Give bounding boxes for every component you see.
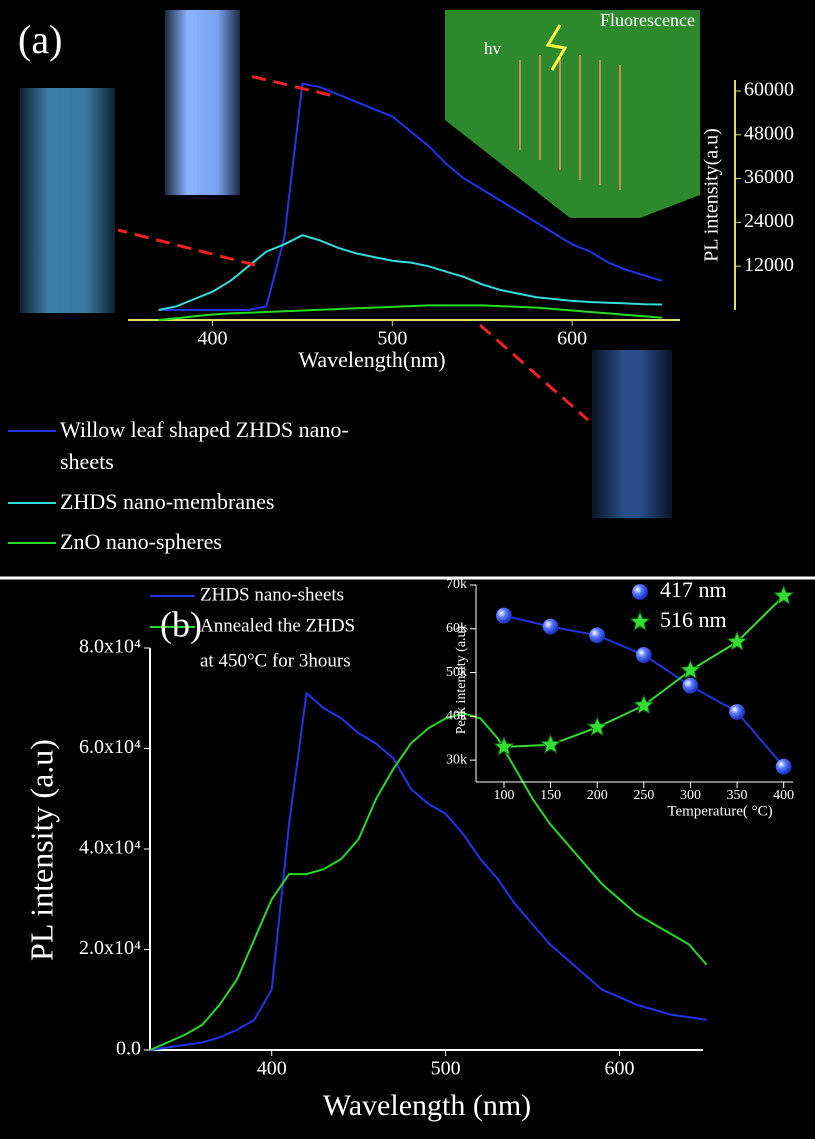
legend-label: 516 nm	[660, 607, 727, 632]
y-tick-label: 0.0	[116, 1038, 141, 1060]
x-tick-label: 350	[727, 788, 748, 803]
x-tick-label: 500	[377, 328, 407, 350]
legend-item: Willow leaf shaped ZHDS nano-sheets	[8, 414, 370, 478]
y-tick-label: 60k	[446, 621, 467, 636]
marker	[633, 694, 655, 715]
x-axis-label: Temperature( °C)	[667, 803, 772, 819]
marker	[679, 659, 702, 680]
x-tick-label: 100	[493, 788, 514, 803]
x-tick-label: 600	[605, 1058, 635, 1080]
marker	[539, 733, 562, 754]
marker	[493, 735, 515, 757]
y-tick-label: 12000	[744, 254, 794, 276]
x-axis-label: Wavelength(nm)	[298, 347, 445, 372]
y-tick-label: 2.0x10⁴	[79, 937, 141, 959]
legend-swatch	[8, 502, 56, 504]
x-tick-label: 400	[257, 1058, 287, 1080]
y-tick-label: 48000	[744, 122, 794, 144]
x-tick-label: 250	[633, 788, 654, 803]
legend-item: ZHDS nano-membranes	[8, 486, 388, 518]
arrows	[117, 74, 589, 422]
marker	[635, 647, 652, 664]
marker	[772, 584, 795, 606]
x-tick-label: 200	[587, 788, 608, 803]
marker	[682, 677, 699, 694]
plots: 400 500 600 12000 24000 36000 48000 60000 Wavele…	[23, 79, 795, 1122]
y-tick-label: 6.0x10⁴	[79, 736, 141, 758]
y-axis-label: Peak intensity (a.u)	[454, 625, 469, 734]
annotation: Fluorescence	[600, 10, 695, 30]
y-axis-label: PL intensity (a.u)	[23, 739, 59, 961]
y-tick-label: 36000	[744, 166, 794, 188]
legend-label: Annealed the ZHDS	[200, 615, 355, 636]
legend-swatch	[8, 430, 56, 432]
y-tick-label: 70k	[446, 577, 467, 592]
marker	[542, 618, 559, 635]
series-line	[158, 82, 663, 311]
annotation: at 450°C for 3hours	[200, 650, 351, 671]
legend-item: ZnO nano-spheres	[8, 526, 388, 558]
y-tick-label: 60000	[744, 79, 794, 101]
legend-label: Willow leaf shaped ZHDS nano-sheets	[60, 417, 349, 474]
x-tick-label: 150	[540, 788, 561, 803]
cuvette-photo	[20, 88, 115, 313]
marker	[495, 607, 512, 624]
x-tick-label: 500	[431, 1058, 461, 1080]
series-line	[158, 234, 663, 311]
marker	[729, 703, 746, 720]
x-tick-label: 600	[557, 328, 587, 350]
y-tick-label: 40k	[446, 709, 467, 724]
marker	[589, 627, 606, 644]
marker	[632, 584, 648, 600]
x-axis-label: Wavelength (nm)	[323, 1089, 531, 1122]
panel-label: (a)	[18, 17, 62, 62]
marker	[726, 630, 748, 652]
scheme-image	[445, 10, 700, 218]
series-line	[158, 304, 663, 321]
legend-label: 417 nm	[660, 577, 727, 602]
x-tick-label: 400	[773, 788, 794, 803]
series-line	[149, 712, 708, 1051]
annotation: hv	[484, 39, 502, 58]
panel-label: (b)	[160, 604, 202, 644]
y-tick-label: 24000	[744, 210, 794, 232]
scheme-bolt	[545, 24, 568, 71]
y-tick-label: 8.0x10⁴	[79, 636, 141, 658]
cuvette-photo	[592, 350, 672, 518]
y-tick-label: 4.0x10⁴	[79, 837, 141, 859]
y-axis-label: PL intensity(a.u)	[701, 128, 723, 262]
legend-label: ZHDS nano-sheets	[200, 584, 344, 605]
scheme-rods	[519, 55, 621, 190]
marker	[586, 716, 608, 737]
y-tick-label: 50k	[446, 665, 467, 680]
legend: Willow leaf shaped ZHDS nano-sheets ZHDS …	[8, 414, 388, 566]
cuvette-photo	[165, 10, 240, 195]
legend-label: ZnO nano-spheres	[60, 529, 222, 554]
legend-label: ZHDS nano-membranes	[60, 489, 275, 514]
marker	[629, 610, 651, 632]
series-line	[149, 691, 707, 1051]
x-tick-label: 300	[680, 788, 701, 803]
y-tick-label: 30k	[446, 752, 467, 767]
x-tick-label: 400	[198, 328, 228, 350]
marker	[775, 758, 792, 775]
legend-swatch	[8, 542, 56, 544]
